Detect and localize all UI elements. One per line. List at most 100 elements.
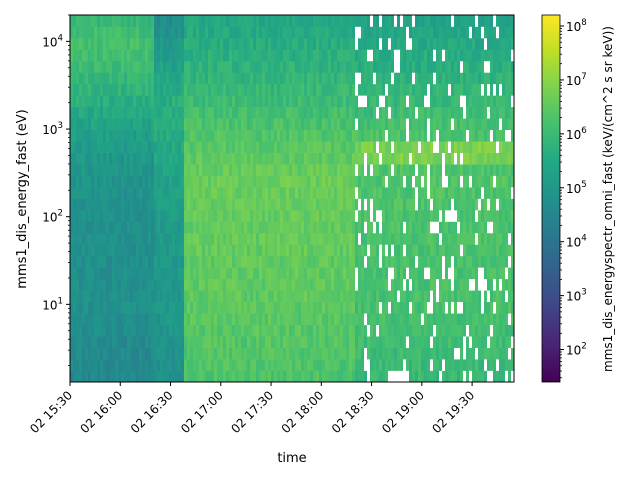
heatmap-cell: [430, 370, 434, 383]
heatmap-cell: [262, 118, 266, 131]
heatmap-cell: [319, 37, 323, 50]
heatmap-cell: [196, 209, 200, 222]
heatmap-cell: [418, 164, 422, 176]
heatmap-cell: [124, 209, 128, 222]
heatmap-cell: [352, 347, 356, 360]
heatmap-cell: [481, 278, 485, 291]
heatmap-cell: [379, 278, 383, 291]
heatmap-cell: [214, 209, 218, 222]
heatmap-cell: [193, 187, 197, 199]
heatmap-cell: [91, 141, 95, 153]
heatmap-cell: [112, 15, 116, 27]
heatmap-cell: [169, 221, 173, 234]
heatmap-cell: [163, 164, 167, 176]
heatmap-cell: [328, 141, 332, 153]
heatmap-cell: [214, 15, 218, 27]
heatmap-cell: [376, 15, 380, 27]
heatmap-cell: [217, 187, 221, 199]
heatmap-cell: [250, 141, 254, 153]
heatmap-cell: [427, 232, 431, 245]
heatmap-cell: [244, 175, 248, 188]
heatmap-cell: [322, 301, 326, 314]
heatmap-cell: [292, 359, 296, 371]
heatmap-cell: [319, 336, 323, 348]
heatmap-cell: [478, 313, 482, 326]
heatmap-cell: [91, 324, 95, 337]
heatmap-cell: [415, 209, 419, 222]
heatmap-cell: [481, 324, 485, 337]
heatmap-cell: [277, 347, 281, 360]
heatmap-cell: [253, 290, 257, 303]
heatmap-cell: [70, 347, 74, 360]
heatmap-cell: [418, 278, 422, 291]
heatmap-cell: [424, 221, 428, 234]
heatmap-cell: [178, 221, 182, 234]
heatmap-cell: [220, 83, 224, 96]
heatmap-cell: [268, 37, 272, 50]
heatmap-cell: [352, 15, 356, 27]
heatmap-cell: [409, 175, 413, 188]
heatmap-cell: [106, 141, 110, 153]
heatmap-cell: [259, 244, 263, 257]
heatmap-cell: [448, 209, 452, 222]
heatmap-cell: [199, 141, 203, 153]
heatmap-cell: [445, 278, 449, 291]
heatmap-cell: [169, 164, 173, 176]
heatmap-cell: [457, 118, 461, 131]
heatmap-cell: [244, 370, 248, 383]
heatmap-cell: [241, 49, 245, 62]
heatmap-cell: [337, 370, 341, 383]
heatmap-cell: [280, 187, 284, 199]
heatmap-cell: [85, 187, 89, 199]
heatmap-cell: [397, 198, 401, 211]
heatmap-cell: [106, 221, 110, 234]
heatmap-cell: [487, 232, 491, 245]
heatmap-cell: [460, 106, 464, 119]
heatmap-cell: [154, 336, 158, 348]
heatmap-cell: [70, 232, 74, 245]
heatmap-cell: [70, 198, 74, 211]
heatmap-cell: [370, 15, 374, 27]
heatmap-cell: [157, 49, 161, 62]
heatmap-cell: [259, 347, 263, 360]
heatmap-cell: [148, 175, 152, 188]
heatmap-cell: [211, 60, 215, 73]
heatmap-cell: [331, 49, 335, 62]
heatmap-cell: [427, 72, 431, 85]
heatmap-cell: [214, 267, 218, 280]
heatmap-cell: [484, 187, 488, 199]
heatmap-cell: [439, 255, 443, 268]
heatmap-cell: [505, 359, 509, 371]
heatmap-cell: [487, 15, 491, 27]
heatmap-cell: [340, 336, 344, 348]
heatmap-cell: [139, 267, 143, 280]
heatmap-cell: [124, 187, 128, 199]
heatmap-cell: [73, 164, 77, 176]
heatmap-cell: [418, 15, 422, 27]
heatmap-cell: [187, 221, 191, 234]
heatmap-cell: [241, 60, 245, 73]
heatmap-cell: [487, 37, 491, 50]
heatmap-cell: [247, 324, 251, 337]
heatmap-cell: [394, 255, 398, 268]
heatmap-cell: [484, 267, 488, 280]
heatmap-cell: [289, 255, 293, 268]
heatmap-cell: [493, 187, 497, 199]
heatmap-cell: [349, 255, 353, 268]
heatmap-cell: [511, 209, 515, 222]
heatmap-cell: [115, 198, 119, 211]
heatmap-cell: [427, 221, 431, 234]
heatmap-cell: [304, 301, 308, 314]
heatmap-cell: [208, 164, 212, 176]
heatmap-cell: [241, 95, 245, 108]
heatmap-cell: [244, 324, 248, 337]
heatmap-cell: [280, 301, 284, 314]
heatmap-cell: [199, 15, 203, 27]
heatmap-cell: [76, 301, 80, 314]
heatmap-cell: [472, 347, 476, 360]
heatmap-cell: [199, 244, 203, 257]
heatmap-cell: [427, 26, 431, 39]
heatmap-cell: [370, 141, 374, 153]
heatmap-cell: [109, 301, 113, 314]
heatmap-cell: [472, 324, 476, 337]
